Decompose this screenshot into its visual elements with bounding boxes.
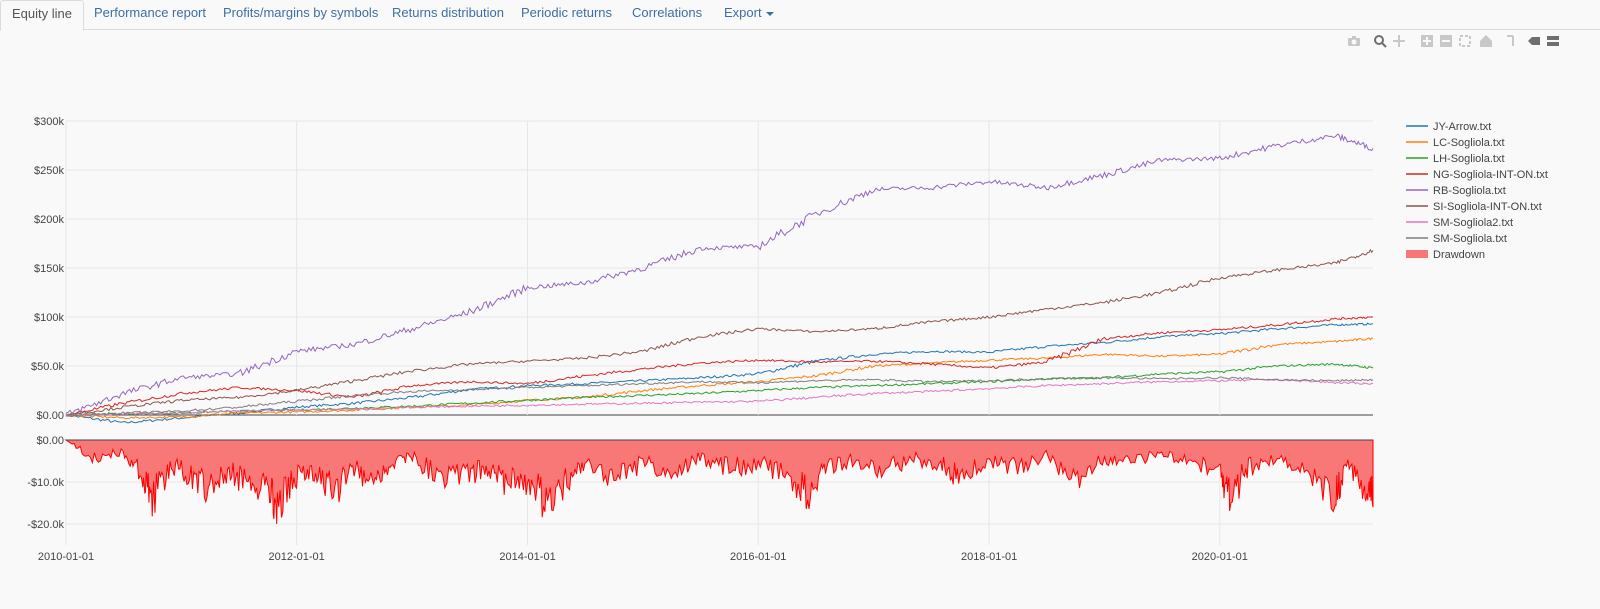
equity-chart[interactable]: $0.00 $50.0k $100k $150k $200k $250k $300k 2010… (0, 30, 1600, 609)
legend-label[interactable]: LC-Sogliola.txt (1433, 137, 1505, 149)
tab-periodic-returns[interactable]: Periodic returns (521, 5, 613, 20)
tab-equity-line[interactable]: Equity line (0, 0, 84, 31)
pan-icon[interactable] (1392, 34, 1406, 48)
tab-correlations[interactable]: Correlations (632, 5, 703, 20)
y-tick-label: $300k (34, 116, 64, 128)
spike-lines-icon[interactable] (1505, 34, 1519, 48)
y-tick-label: $150k (34, 263, 64, 275)
dd-y-tick-label: $0.00 (36, 435, 64, 447)
tab-profits-margins-by-symbols[interactable]: Profits/margins by symbols (223, 5, 379, 20)
zoom-in-icon[interactable] (1420, 34, 1434, 48)
dd-y-tick-label: -$20.0k (27, 519, 64, 531)
legend-label[interactable]: JY-Arrow.txt (1433, 121, 1491, 133)
caret-down-icon (765, 11, 774, 16)
zoom-out-icon[interactable] (1439, 34, 1453, 48)
legend-label[interactable]: SM-Sogliola.txt (1433, 233, 1507, 245)
x-tick-label: 2020-01-01 (1192, 551, 1248, 563)
tab-export[interactable]: Export (712, 0, 786, 30)
hover-compare-icon[interactable] (1546, 34, 1560, 48)
legend-label[interactable]: SM-Sogliola2.txt (1433, 217, 1513, 229)
legend-label[interactable]: SI-Sogliola-INT-ON.txt (1433, 201, 1542, 213)
zoom-icon[interactable] (1373, 34, 1387, 48)
series-line[interactable] (66, 378, 1374, 417)
y-tick-label: $100k (34, 312, 64, 324)
export-label: Export (724, 5, 762, 20)
camera-icon[interactable] (1347, 34, 1361, 48)
legend-swatch-drawdown[interactable] (1406, 250, 1428, 258)
x-tick-label: 2016-01-01 (730, 551, 786, 563)
tab-performance-report[interactable]: Performance report (94, 5, 206, 20)
autoscale-icon[interactable] (1458, 34, 1472, 48)
series-line[interactable] (65, 316, 1374, 417)
tab-bar: Equity line Performance report Profits/m… (0, 0, 1600, 31)
x-tick-label: 2014-01-01 (499, 551, 555, 563)
x-tick-label: 2010-01-01 (38, 551, 94, 563)
legend: JY-Arrow.txt LC-Sogliola.txt LH-Sogliola.t… (1406, 121, 1548, 261)
legend-label[interactable]: NG-Sogliola-INT-ON.txt (1433, 169, 1548, 181)
series-line[interactable] (65, 133, 1374, 415)
modebar (1344, 34, 1594, 48)
x-tick-label: 2018-01-01 (961, 551, 1017, 563)
y-tick-label: $0.00 (36, 410, 64, 422)
tab-returns-distribution[interactable]: Returns distribution (392, 5, 504, 20)
series-line[interactable] (65, 248, 1374, 417)
drawdown-area[interactable] (64, 439, 1374, 525)
hover-closest-icon[interactable] (1527, 34, 1541, 48)
y-tick-label: $200k (34, 214, 64, 226)
y-tick-label: $250k (34, 165, 64, 177)
series-line[interactable] (65, 376, 1374, 417)
x-tick-label: 2012-01-01 (268, 551, 324, 563)
y-tick-label: $50.0k (31, 361, 65, 373)
dd-y-tick-label: -$10.0k (27, 477, 64, 489)
legend-label[interactable]: LH-Sogliola.txt (1433, 153, 1505, 165)
legend-label[interactable]: RB-Sogliola.txt (1433, 185, 1506, 197)
legend-label-drawdown[interactable]: Drawdown (1433, 249, 1485, 261)
series-line[interactable] (65, 322, 1373, 424)
home-icon[interactable] (1479, 34, 1493, 48)
series-line[interactable] (65, 337, 1374, 420)
